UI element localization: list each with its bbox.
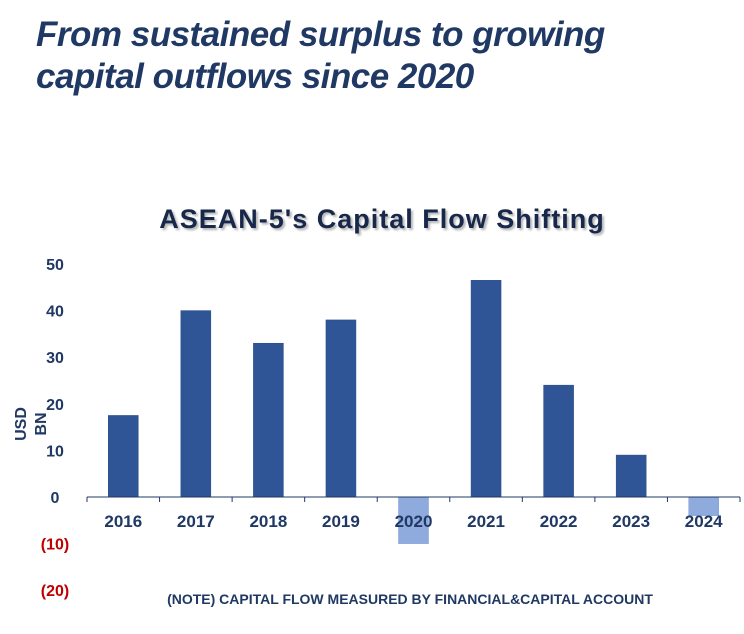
bar-2020 [398, 496, 429, 544]
bar-2023 [615, 454, 647, 498]
x-tick-label-2022: 2022 [540, 512, 578, 531]
bar-2016 [108, 415, 139, 498]
chart-title: ASEAN-5's Capital Flow Shifting [159, 204, 605, 234]
y-tick-label: 30 [46, 350, 64, 367]
slide-title: From sustained surplus to growing capita… [36, 14, 726, 98]
y-tick-label: 10 [46, 443, 64, 460]
y-tick-label: (20) [41, 583, 69, 600]
x-tick-label-2016: 2016 [104, 512, 142, 531]
slide-title-line-2: capital outflows since 2020 [36, 57, 474, 96]
x-tick-label-2024: 2024 [685, 512, 723, 531]
bar-2018 [253, 342, 284, 498]
x-tick-label-2021: 2021 [467, 512, 505, 531]
y-tick-label: 50 [46, 257, 64, 274]
x-tick-label-2018: 2018 [249, 512, 287, 531]
y-tick-label: 20 [46, 397, 64, 414]
bar-2021 [470, 280, 502, 498]
bar-2022 [543, 384, 574, 498]
x-tick-label-2023: 2023 [612, 512, 650, 531]
x-tick-label-2017: 2017 [177, 512, 215, 531]
x-tick-label-2020: 2020 [395, 512, 433, 531]
bar-2019 [325, 319, 357, 498]
y-tick-label: 0 [51, 490, 60, 507]
y-tick-label: 40 [46, 304, 64, 321]
chart-note: (NOTE) CAPITAL FLOW MEASURED BY FINANCIA… [167, 591, 653, 607]
bar-2017 [180, 310, 212, 498]
x-tick-label-2019: 2019 [322, 512, 360, 531]
y-tick-label: (10) [41, 537, 69, 554]
slide-title-line-1: From sustained surplus to growing [36, 15, 605, 54]
